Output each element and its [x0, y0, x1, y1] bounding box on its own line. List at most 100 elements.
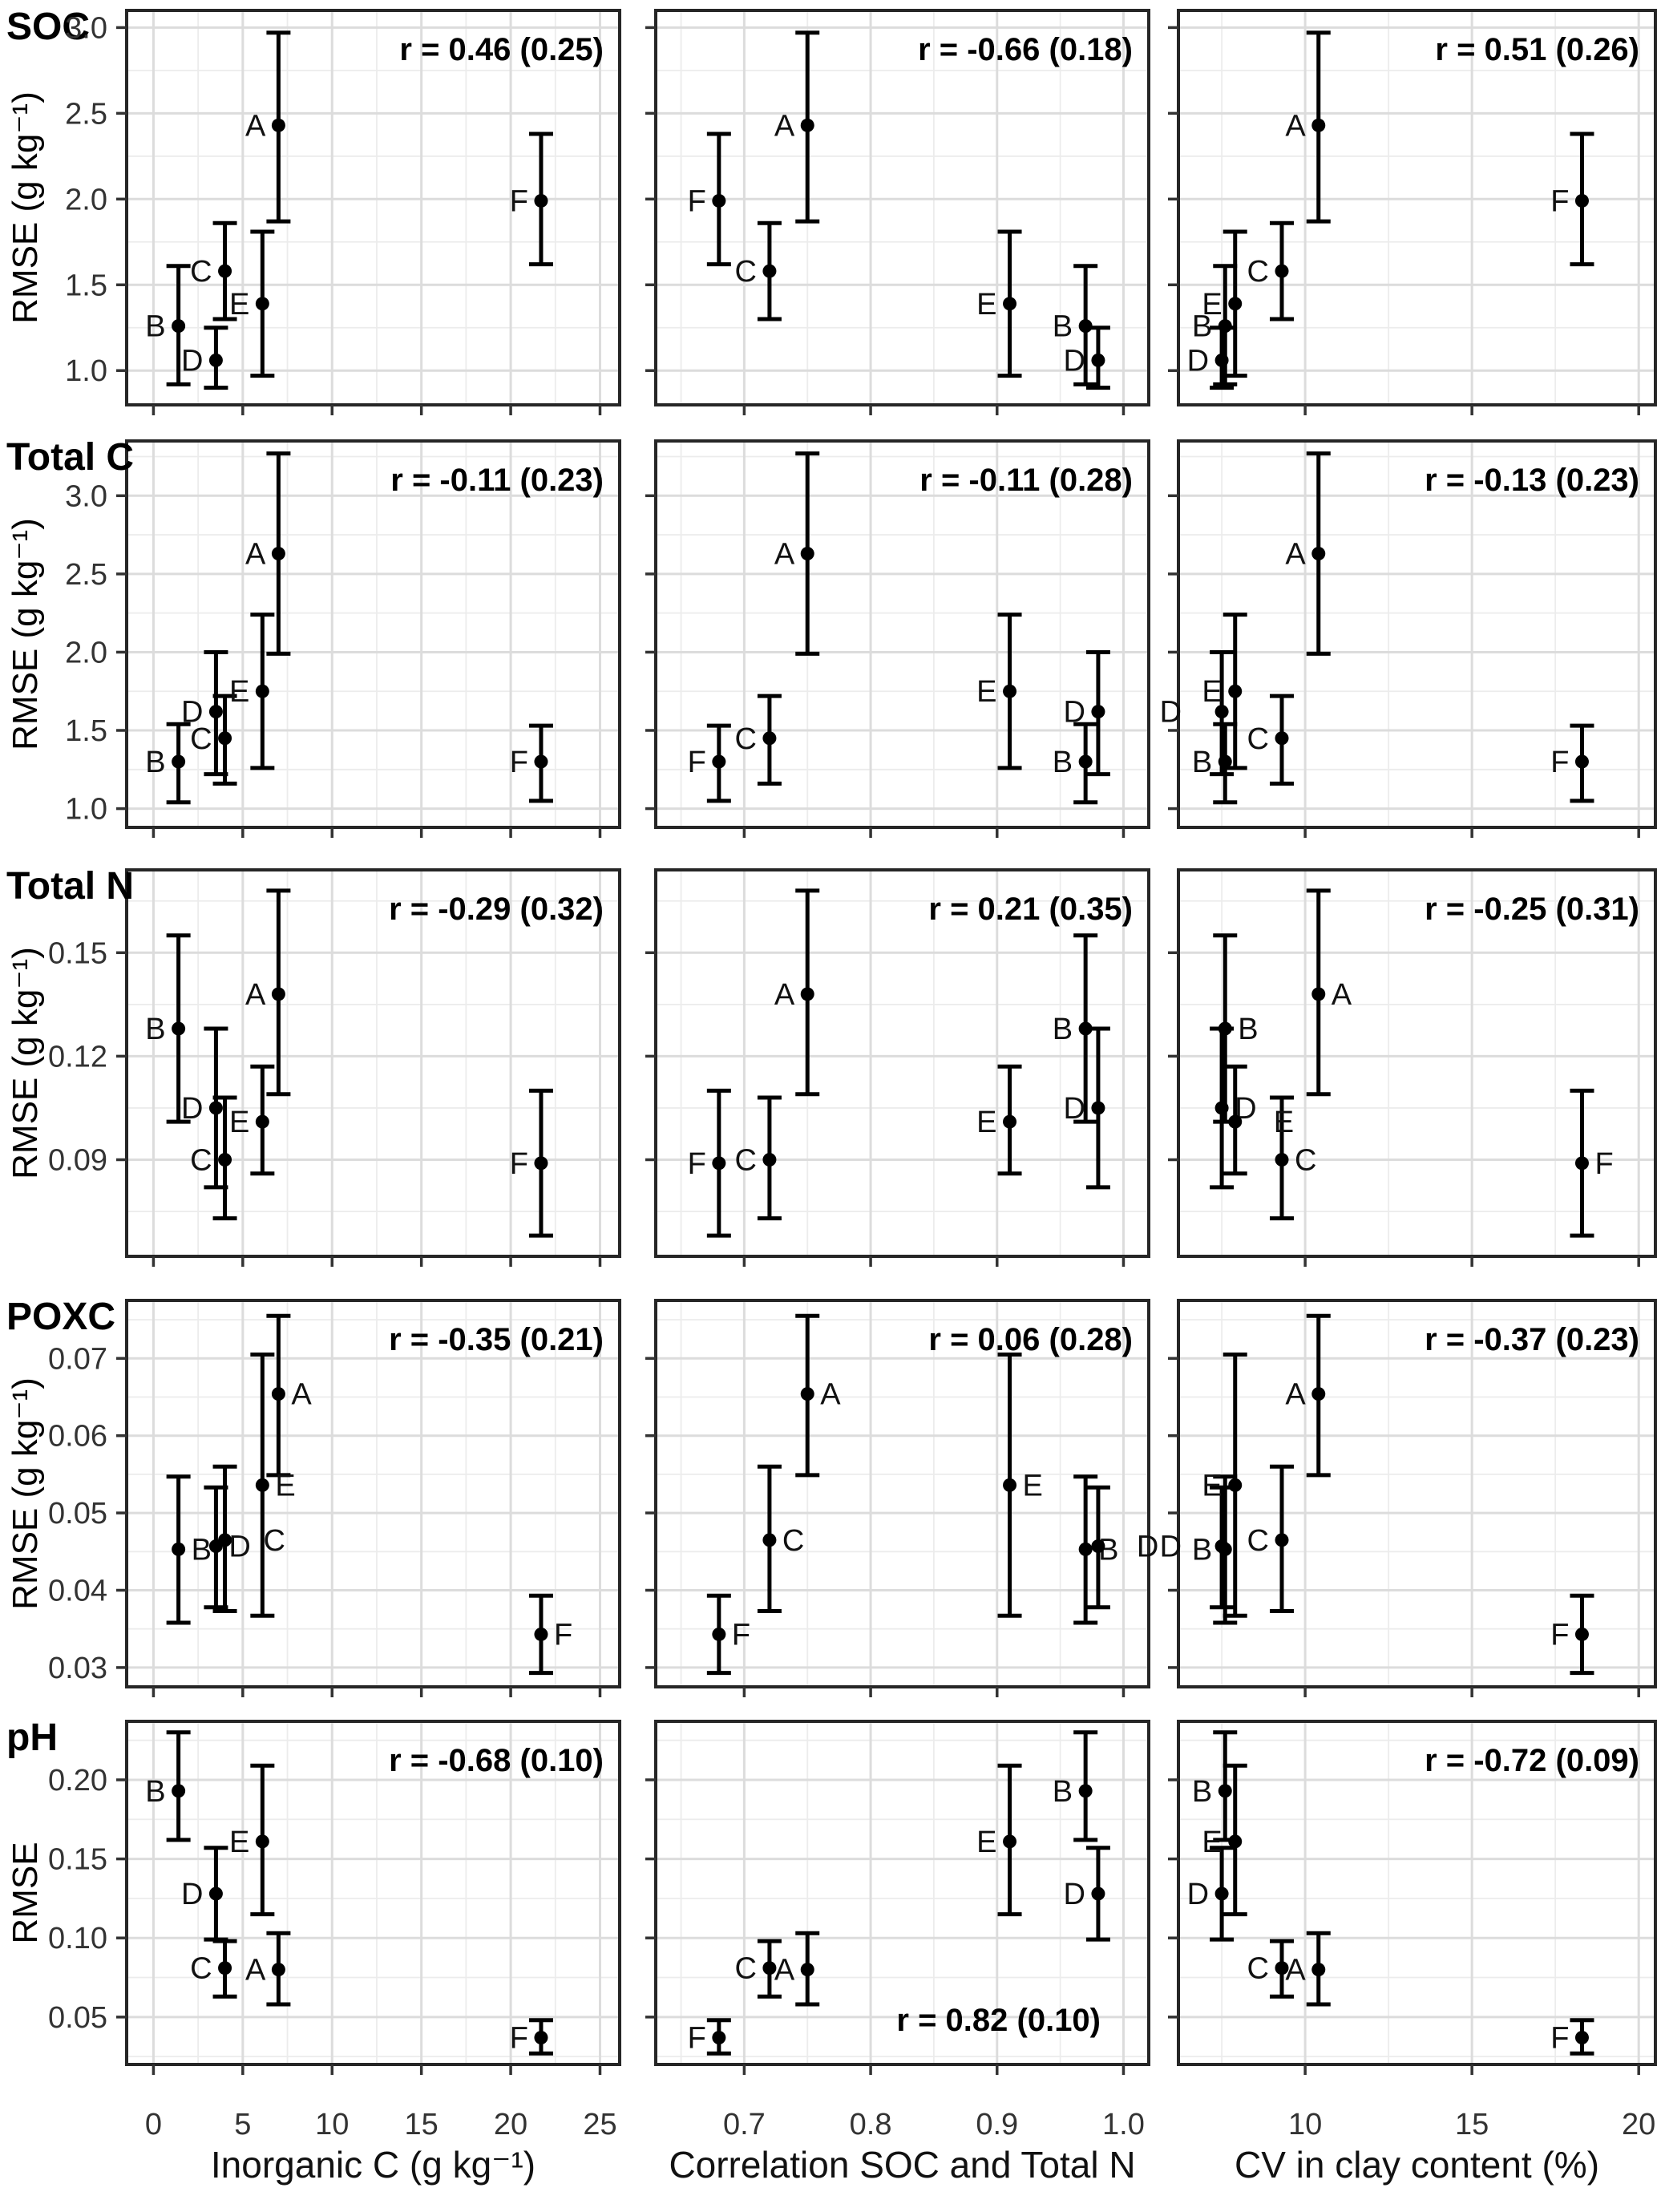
y-tick-label: 0.15 — [48, 936, 107, 970]
site-label-e: E — [976, 1826, 996, 1859]
data-point-d — [1091, 1539, 1105, 1554]
site-label-b: B — [192, 1533, 212, 1567]
y-tick-label: 0.07 — [48, 1342, 107, 1376]
data-point-a — [1311, 1963, 1326, 1977]
panel-total-c-vs-col2: A B C D E Fr = -0.11 (0.28) — [645, 439, 1150, 838]
x-axis-title: Correlation SOC and Total N — [669, 2144, 1135, 2186]
x-tick-label: 10 — [315, 2108, 349, 2141]
site-label-a: A — [820, 1378, 841, 1412]
r-annotation: r = -0.11 (0.23) — [390, 463, 604, 498]
y-tick-label: 0.12 — [48, 1040, 107, 1074]
data-point-a — [1311, 547, 1326, 561]
panel-background — [1178, 10, 1655, 405]
site-label-f: F — [510, 2021, 528, 2055]
site-label-d: D — [1063, 1092, 1085, 1126]
y-axis-title: RMSE (g kg⁻¹) — [6, 518, 45, 750]
site-label-c: C — [734, 722, 756, 756]
panel-border — [125, 439, 621, 829]
data-point-f — [534, 754, 548, 769]
data-point-a — [271, 1387, 285, 1401]
y-axis-title: RMSE (g kg⁻¹) — [6, 91, 45, 324]
data-point-a — [271, 987, 285, 1001]
data-point-d — [1091, 1101, 1105, 1115]
data-point-e — [1003, 297, 1017, 311]
data-point-b — [1078, 1784, 1093, 1798]
panel-total-n-vs-col2: A B C D E Fr = 0.21 (0.35) — [645, 868, 1150, 1267]
site-label-f: F — [688, 1147, 706, 1181]
site-label-d: D — [1063, 696, 1085, 730]
site-label-e: E — [1023, 1469, 1043, 1502]
panel-border — [654, 868, 1150, 1258]
y-tick-label: 0.20 — [48, 1764, 107, 1798]
data-point-e — [1003, 1114, 1017, 1129]
data-point-e — [255, 684, 269, 698]
site-label-f: F — [688, 746, 706, 779]
site-label-e: E — [275, 1469, 295, 1502]
data-point-c — [218, 1961, 232, 1975]
site-label-b: B — [145, 310, 165, 344]
site-label-b: B — [1192, 746, 1212, 779]
panel-ph-vs-col2: A B C D E Fr = 0.82 (0.10) — [645, 1720, 1150, 2075]
panel-ph-vs-col3: A B C DE Fr = -0.72 (0.09) — [1168, 1720, 1657, 2075]
y-tick-label: 0.15 — [48, 1843, 107, 1877]
x-tick-label: 10 — [1288, 2108, 1322, 2141]
site-label-e: E — [229, 1826, 249, 1859]
data-point-d — [1091, 353, 1105, 367]
x-tick-label: 5 — [234, 2108, 251, 2141]
panel-border — [125, 868, 621, 1258]
row-label-poxc: POXC — [6, 1296, 115, 1338]
site-label-b: B — [1192, 310, 1212, 344]
r-annotation: r = 0.06 (0.28) — [928, 1322, 1133, 1357]
site-label-d: D — [1063, 344, 1085, 378]
site-label-a: A — [1285, 109, 1306, 143]
data-point-f — [712, 193, 726, 208]
data-point-f — [1574, 193, 1589, 208]
r-annotation: r = -0.25 (0.31) — [1425, 892, 1639, 927]
y-tick-label: 1.0 — [65, 354, 107, 388]
data-point-c — [762, 1533, 777, 1547]
row-label-soc: SOC — [6, 6, 90, 48]
data-point-f — [712, 1156, 726, 1171]
panel-border — [125, 9, 621, 406]
x-tick-label: 0.9 — [976, 2108, 1018, 2141]
site-label-c: C — [190, 1144, 212, 1178]
r-annotation: r = -0.29 (0.32) — [389, 892, 604, 927]
r-annotation: r = 0.51 (0.26) — [1435, 32, 1639, 67]
panel-background — [656, 1721, 1149, 2064]
site-label-a: A — [1332, 978, 1352, 1012]
panel-background — [1178, 1721, 1655, 2064]
site-label-e: E — [1202, 1826, 1222, 1859]
site-label-b: B — [1238, 1013, 1258, 1046]
y-tick-label: 2.5 — [65, 558, 107, 592]
r-annotation: r = 0.46 (0.25) — [399, 32, 604, 67]
site-label-c: C — [782, 1524, 804, 1558]
panel-soc-vs-col2: A B C D E Fr = -0.66 (0.18) — [645, 9, 1150, 415]
row-label-ph: pH — [6, 1717, 58, 1759]
y-tick-label: 0.10 — [48, 1922, 107, 1955]
data-point-e — [255, 297, 269, 311]
data-point-a — [800, 1963, 814, 1977]
data-point-d — [1214, 1101, 1229, 1115]
site-label-d: D — [1137, 1531, 1158, 1564]
data-point-c — [762, 731, 777, 746]
data-point-e — [1003, 1478, 1017, 1492]
data-point-e — [1228, 1114, 1243, 1129]
y-tick-label: 0.05 — [48, 2001, 107, 2035]
x-tick-label: 25 — [583, 2108, 616, 2141]
data-point-f — [712, 754, 726, 769]
data-point-b — [172, 754, 186, 769]
panel-border — [654, 1299, 1150, 1688]
site-label-f: F — [1550, 184, 1569, 218]
site-label-e: E — [1202, 1469, 1222, 1502]
data-point-a — [271, 1963, 285, 1977]
x-tick-label: 0.8 — [850, 2108, 892, 2141]
site-label-b: B — [1053, 310, 1073, 344]
panel-background — [127, 870, 620, 1256]
site-label-a: A — [1285, 1954, 1306, 1988]
data-point-d — [208, 1539, 223, 1554]
data-point-b — [1218, 1784, 1232, 1798]
y-tick-label: 0.05 — [48, 1497, 107, 1531]
panel-background — [1178, 870, 1655, 1256]
site-label-a: A — [245, 978, 266, 1012]
data-point-a — [271, 547, 285, 561]
